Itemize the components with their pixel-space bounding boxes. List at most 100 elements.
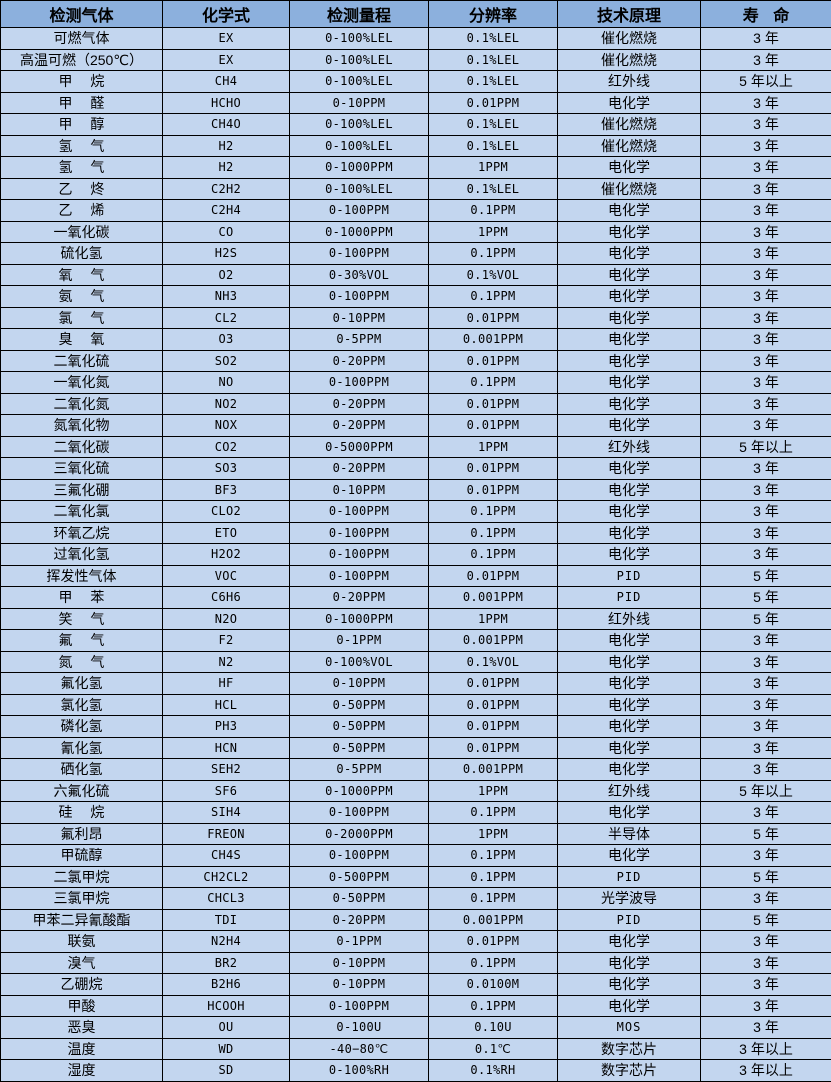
- cell-range: 0-10PPM: [290, 673, 429, 695]
- cell-gas-name: 氧 气: [1, 264, 163, 286]
- cell-formula: H2: [163, 135, 290, 157]
- cell-technology: 电化学: [558, 264, 701, 286]
- cell-gas-name: 二氧化硫: [1, 350, 163, 372]
- cell-formula: C2H4: [163, 200, 290, 222]
- cell-formula: N2H4: [163, 931, 290, 953]
- cell-lifespan: 5 年以上: [701, 71, 831, 93]
- cell-technology: 电化学: [558, 673, 701, 695]
- cell-resolution: 0.001PPM: [429, 329, 558, 351]
- cell-technology: 催化燃烧: [558, 135, 701, 157]
- cell-gas-name: 二氧化氮: [1, 393, 163, 415]
- cell-lifespan: 3 年: [701, 393, 831, 415]
- cell-lifespan: 3 年以上: [701, 1060, 831, 1082]
- column-header-technology: 技术原理: [558, 1, 701, 28]
- cell-gas-name: 湿度: [1, 1060, 163, 1082]
- cell-resolution: 0.1%VOL: [429, 264, 558, 286]
- cell-technology: 电化学: [558, 415, 701, 437]
- cell-technology: 电化学: [558, 372, 701, 394]
- cell-gas-name: 甲 苯: [1, 587, 163, 609]
- cell-formula: SO3: [163, 458, 290, 480]
- cell-technology: PID: [558, 909, 701, 931]
- cell-resolution: 0.001PPM: [429, 909, 558, 931]
- cell-gas-name: 三氟化硼: [1, 479, 163, 501]
- cell-range: 0-100%RH: [290, 1060, 429, 1082]
- cell-lifespan: 3 年: [701, 264, 831, 286]
- cell-gas-name: 硫化氢: [1, 243, 163, 265]
- cell-resolution: 0.1PPM: [429, 286, 558, 308]
- cell-range: 0-5000PPM: [290, 436, 429, 458]
- cell-gas-name: 甲硫醇: [1, 845, 163, 867]
- cell-range: 0-100%LEL: [290, 49, 429, 71]
- cell-technology: 电化学: [558, 92, 701, 114]
- cell-gas-name: 氟化氢: [1, 673, 163, 695]
- cell-resolution: 0.1%VOL: [429, 651, 558, 673]
- cell-gas-name: 二氯甲烷: [1, 866, 163, 888]
- cell-technology: 电化学: [558, 952, 701, 974]
- cell-formula: SEH2: [163, 759, 290, 781]
- table-header-row: 检测气体 化学式 检测量程 分辨率 技术原理 寿 命: [1, 1, 831, 28]
- cell-gas-name: 硒化氢: [1, 759, 163, 781]
- cell-resolution: 0.01PPM: [429, 737, 558, 759]
- cell-lifespan: 3 年: [701, 49, 831, 71]
- cell-gas-name: 挥发性气体: [1, 565, 163, 587]
- cell-range: 0-100PPM: [290, 522, 429, 544]
- cell-range: 0-500PPM: [290, 866, 429, 888]
- cell-formula: ETO: [163, 522, 290, 544]
- cell-gas-name: 温度: [1, 1038, 163, 1060]
- cell-gas-name: 联氨: [1, 931, 163, 953]
- cell-formula: OU: [163, 1017, 290, 1039]
- cell-range: 0-100PPM: [290, 372, 429, 394]
- cell-technology: 红外线: [558, 71, 701, 93]
- cell-lifespan: 5 年: [701, 608, 831, 630]
- cell-resolution: 0.1PPM: [429, 845, 558, 867]
- cell-technology: 电化学: [558, 458, 701, 480]
- cell-lifespan: 3 年: [701, 931, 831, 953]
- cell-gas-name: 氟利昂: [1, 823, 163, 845]
- cell-gas-name: 甲 醛: [1, 92, 163, 114]
- cell-formula: SF6: [163, 780, 290, 802]
- cell-gas-name: 二氧化碳: [1, 436, 163, 458]
- cell-range: 0-100PPM: [290, 565, 429, 587]
- cell-range: 0-100%LEL: [290, 178, 429, 200]
- cell-formula: O2: [163, 264, 290, 286]
- cell-resolution: 1PPM: [429, 221, 558, 243]
- cell-formula: HCN: [163, 737, 290, 759]
- cell-resolution: 0.01PPM: [429, 565, 558, 587]
- cell-resolution: 0.01PPM: [429, 716, 558, 738]
- cell-formula: TDI: [163, 909, 290, 931]
- cell-lifespan: 5 年: [701, 823, 831, 845]
- cell-range: 0-100PPM: [290, 243, 429, 265]
- cell-technology: 半导体: [558, 823, 701, 845]
- cell-range: 0-100PPM: [290, 995, 429, 1017]
- cell-lifespan: 3 年: [701, 243, 831, 265]
- cell-technology: 电化学: [558, 974, 701, 996]
- cell-formula: CH4O: [163, 114, 290, 136]
- cell-lifespan: 5 年: [701, 909, 831, 931]
- cell-technology: PID: [558, 587, 701, 609]
- cell-formula: CO2: [163, 436, 290, 458]
- cell-gas-name: 氟 气: [1, 630, 163, 652]
- cell-formula: NO2: [163, 393, 290, 415]
- cell-technology: 电化学: [558, 759, 701, 781]
- cell-gas-name: 硅 烷: [1, 802, 163, 824]
- cell-range: 0-1000PPM: [290, 780, 429, 802]
- cell-lifespan: 3 年: [701, 522, 831, 544]
- cell-formula: EX: [163, 49, 290, 71]
- cell-resolution: 1PPM: [429, 608, 558, 630]
- cell-lifespan: 3 年: [701, 995, 831, 1017]
- cell-gas-name: 恶臭: [1, 1017, 163, 1039]
- cell-gas-name: 一氧化碳: [1, 221, 163, 243]
- cell-technology: 红外线: [558, 608, 701, 630]
- cell-formula: NH3: [163, 286, 290, 308]
- cell-formula: HF: [163, 673, 290, 695]
- cell-formula: CH2CL2: [163, 866, 290, 888]
